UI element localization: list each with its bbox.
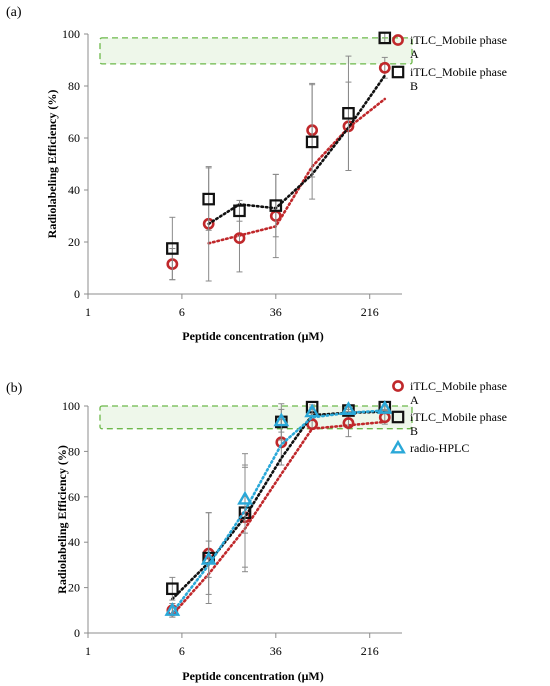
trend-line: [207, 97, 387, 245]
legend-label: B: [410, 424, 418, 438]
x-tick-label: 6: [179, 305, 185, 319]
trend-line: [171, 409, 387, 614]
y-tick-label: 20: [68, 235, 80, 249]
x-axis-title: Peptide concentration (μM): [182, 669, 323, 683]
data-point-circle: [378, 61, 391, 74]
data-point-triangle: [340, 401, 357, 415]
x-tick-label: 6: [179, 644, 185, 658]
data-point-square: [202, 192, 215, 206]
panel-a: (a) 0 20 40 60 80 100 1 6 36 216 Peptide concentrat…: [6, 5, 507, 343]
data-point-triangle: [304, 403, 320, 418]
x-tick-label: 216: [361, 644, 379, 658]
data-point-square: [342, 106, 355, 120]
data-point-triangle: [390, 439, 406, 454]
x-tick-label: 36: [270, 644, 282, 658]
x-tick-label: 216: [361, 305, 379, 319]
y-tick-label: 80: [68, 79, 80, 93]
y-tick-label: 0: [74, 626, 80, 640]
data-point-circle: [392, 380, 404, 392]
y-tick-label: 0: [74, 287, 80, 301]
y-tick-label: 40: [68, 535, 80, 549]
y-tick-label: 20: [68, 581, 80, 595]
data-point-triangle: [164, 602, 181, 616]
data-point-square: [233, 204, 246, 218]
series: [166, 31, 392, 281]
data-point-circle: [342, 417, 355, 429]
data-point-triangle: [237, 490, 253, 505]
x-axis-title: Peptide concentration (μM): [182, 329, 323, 343]
data-point-circle: [306, 418, 319, 431]
data-point-circle: [392, 34, 404, 46]
panel-label: (a): [6, 5, 22, 20]
series: [166, 56, 391, 282]
y-axis-title: Radiolabeling Efficiency (%): [45, 90, 59, 239]
y-tick-label: 100: [62, 27, 80, 41]
x-tick-label: 1: [85, 305, 91, 319]
data-point-triangle: [200, 551, 217, 565]
legend-label: iTLC_Mobile phase: [410, 410, 507, 424]
legend-label: iTLC_Mobile phase: [410, 33, 507, 47]
x-tick-label: 1: [85, 644, 91, 658]
legend-label: A: [410, 47, 419, 61]
y-tick-label: 100: [62, 399, 80, 413]
panel-b: (b) 0 20 40 60 80 100 1 6 36 216 Peptide concentrat…: [6, 379, 507, 683]
target-band: [99, 405, 413, 430]
y-tick-label: 60: [68, 131, 80, 145]
legend-label: iTLC_Mobile phase: [410, 379, 507, 393]
data-point-square: [305, 135, 319, 149]
y-tick-label: 80: [68, 444, 80, 458]
y-tick-label: 60: [68, 490, 80, 504]
data-point-square: [378, 31, 392, 45]
panel-label: (b): [6, 381, 23, 396]
data-point-triangle: [376, 400, 393, 414]
series: [166, 408, 391, 618]
data-point-triangle: [273, 412, 290, 427]
data-point-square: [391, 65, 405, 79]
data-point-square: [269, 199, 283, 212]
y-tick-label: 40: [68, 183, 80, 197]
legend-label: A: [410, 393, 419, 407]
data-point-circle: [233, 232, 246, 244]
data-point-square: [166, 582, 179, 596]
trend-line: [207, 74, 387, 226]
x-tick-label: 36: [270, 305, 282, 319]
legend-label: iTLC_Mobile phase: [410, 65, 507, 79]
target-band: [99, 37, 413, 65]
data-point-square: [391, 410, 405, 424]
data-point-square: [166, 242, 179, 255]
legend-label: B: [410, 79, 418, 93]
series: [164, 400, 393, 618]
y-axis-title: Radiolabeling Efficiency (%): [55, 445, 69, 594]
legend-label: radio-HPLC: [410, 441, 469, 455]
